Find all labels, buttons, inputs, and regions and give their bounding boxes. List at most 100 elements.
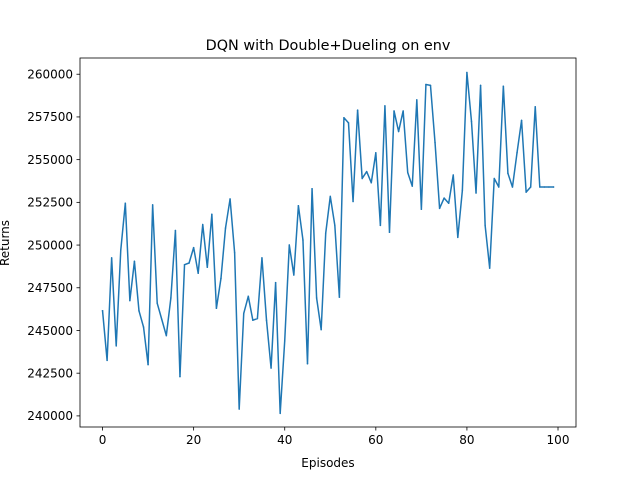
data-point	[420, 208, 423, 210]
data-point	[384, 105, 386, 107]
data-point	[525, 191, 527, 193]
data-point	[356, 109, 359, 111]
x-tick-label: 60	[368, 433, 383, 447]
data-point	[252, 319, 254, 321]
data-point	[397, 130, 400, 133]
data-point	[425, 83, 427, 86]
y-tick-label: 242500	[27, 366, 73, 380]
data-point	[315, 297, 318, 299]
data-point	[438, 207, 441, 210]
data-point	[288, 244, 291, 246]
data-point	[402, 110, 404, 112]
data-point	[170, 297, 172, 299]
data-point	[247, 295, 250, 298]
y-tick-label: 252500	[27, 196, 73, 210]
data-point	[429, 84, 432, 87]
data-point	[147, 363, 149, 366]
data-point	[106, 359, 108, 362]
data-point	[475, 192, 477, 194]
data-point	[511, 186, 514, 188]
data-point	[238, 408, 240, 410]
data-point	[416, 99, 418, 101]
data-point	[334, 224, 336, 227]
data-point	[507, 172, 509, 175]
data-point	[479, 84, 482, 87]
y-tick-label: 257500	[27, 110, 73, 124]
data-point	[393, 110, 395, 112]
data-point	[434, 141, 436, 144]
data-point	[361, 177, 363, 180]
x-tick-label: 100	[547, 433, 570, 447]
data-point	[202, 223, 204, 226]
data-point	[274, 281, 277, 284]
data-point	[261, 257, 263, 259]
data-point	[539, 186, 541, 188]
data-point	[529, 186, 532, 188]
data-point	[347, 122, 350, 124]
y-tick-label: 250000	[27, 238, 73, 252]
data-point	[265, 319, 268, 321]
data-point	[233, 252, 236, 254]
data-point	[120, 249, 122, 251]
data-point	[220, 277, 222, 280]
y-tick-label: 255000	[27, 153, 73, 167]
data-point	[452, 174, 454, 176]
y-axis-label: Returns	[0, 220, 12, 266]
data-point	[493, 177, 495, 180]
data-point	[466, 71, 468, 74]
data-point	[543, 186, 546, 188]
data-point	[101, 310, 104, 312]
data-point	[115, 345, 117, 347]
data-point	[488, 267, 491, 269]
data-point	[552, 186, 555, 188]
data-point	[306, 363, 309, 365]
data-point	[447, 202, 450, 204]
data-point	[138, 310, 140, 312]
data-point	[502, 85, 505, 87]
data-point	[379, 224, 382, 227]
data-point	[151, 204, 154, 206]
data-point	[215, 307, 218, 310]
data-point	[338, 296, 341, 298]
data-point	[161, 318, 163, 321]
data-point	[375, 152, 377, 154]
data-point	[302, 239, 304, 241]
data-point	[179, 375, 181, 378]
data-point	[406, 171, 409, 174]
data-point	[352, 200, 354, 203]
data-point	[211, 213, 213, 216]
data-point	[443, 197, 445, 199]
data-point	[498, 186, 500, 188]
plot-frame	[79, 57, 577, 428]
x-tick-label: 40	[277, 433, 292, 447]
data-point	[534, 105, 536, 108]
data-point	[411, 185, 414, 187]
data-point	[197, 272, 199, 274]
x-tick-label: 20	[186, 433, 201, 447]
chart-title: DQN with Double+Dueling on env	[206, 38, 451, 54]
x-tick-label: 0	[99, 433, 107, 447]
y-tick-label: 240000	[27, 409, 73, 423]
data-point	[270, 367, 272, 369]
data-point	[129, 299, 131, 302]
data-point	[365, 170, 368, 173]
data-point	[516, 152, 518, 154]
data-point	[174, 229, 177, 232]
data-point	[320, 328, 322, 331]
data-point	[192, 246, 195, 249]
data-point	[142, 326, 145, 328]
data-point	[133, 260, 136, 263]
data-point	[324, 232, 327, 234]
data-point	[311, 187, 313, 190]
data-point	[124, 202, 127, 204]
data-point	[279, 412, 281, 415]
data-point	[461, 189, 464, 192]
data-point	[470, 120, 473, 122]
y-tick-label: 245000	[27, 324, 73, 338]
data-point	[293, 274, 295, 276]
data-point	[256, 317, 259, 320]
data-point	[457, 236, 459, 239]
data-point	[165, 334, 168, 337]
data-point	[224, 227, 227, 229]
